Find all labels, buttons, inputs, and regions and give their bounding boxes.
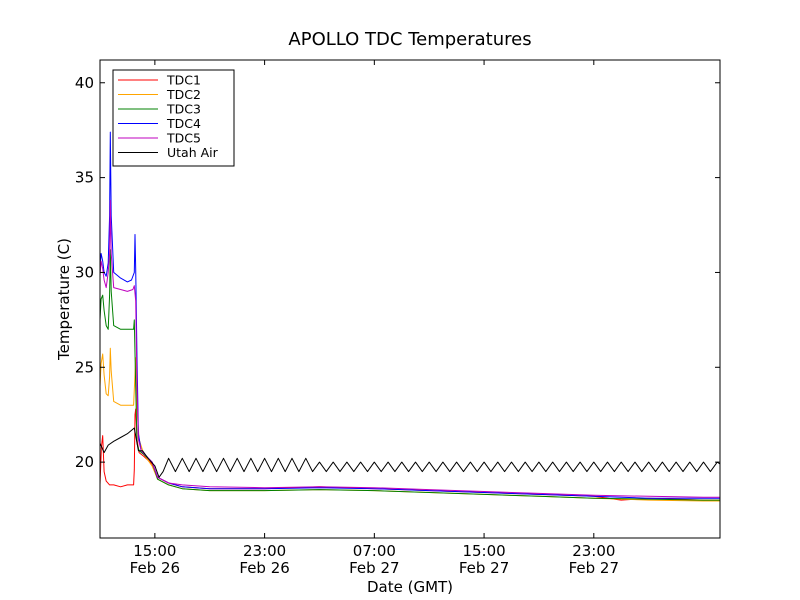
x-axis-label: Date (GMT) [367, 578, 453, 596]
plot-frame [99, 59, 721, 539]
series-line-utah-air [99, 427, 721, 478]
legend-label-tdc2: TDC2 [166, 87, 201, 102]
legend-label-tdc3: TDC3 [166, 102, 201, 117]
y-tick-label: 25 [75, 358, 94, 376]
x-tick-label-time: 23:00 [243, 542, 286, 560]
x-tick-label-date: Feb 27 [349, 559, 399, 577]
legend-label-utah-air: Utah Air [167, 145, 219, 160]
x-tick-label-date: Feb 27 [569, 559, 619, 577]
x-tick-label-date: Feb 27 [459, 559, 509, 577]
x-tick-label-time: 15:00 [133, 542, 176, 560]
x-tick-label-time: 23:00 [572, 542, 615, 560]
legend-label-tdc1: TDC1 [166, 73, 201, 88]
x-tick-label-time: 07:00 [353, 542, 396, 560]
legend-label-tdc4: TDC4 [166, 116, 201, 131]
x-tick-label-date: Feb 26 [239, 559, 289, 577]
y-tick-label: 35 [75, 169, 94, 187]
chart-title: APOLLO TDC Temperatures [288, 29, 531, 50]
y-tick-label: 20 [75, 453, 94, 471]
y-axis-label: Temperature (C) [55, 238, 73, 361]
series-line-tdc5 [99, 199, 720, 498]
legend-box [112, 69, 235, 167]
x-tick-label-time: 15:00 [462, 542, 505, 560]
legend-label-tdc5: TDC5 [166, 131, 201, 146]
x-tick-label-date: Feb 26 [130, 559, 180, 577]
series-layer [99, 131, 721, 502]
y-axis: 20 25 30 35 40 [75, 74, 720, 471]
y-tick-label: 40 [75, 74, 94, 92]
y-tick-label: 30 [75, 263, 94, 281]
